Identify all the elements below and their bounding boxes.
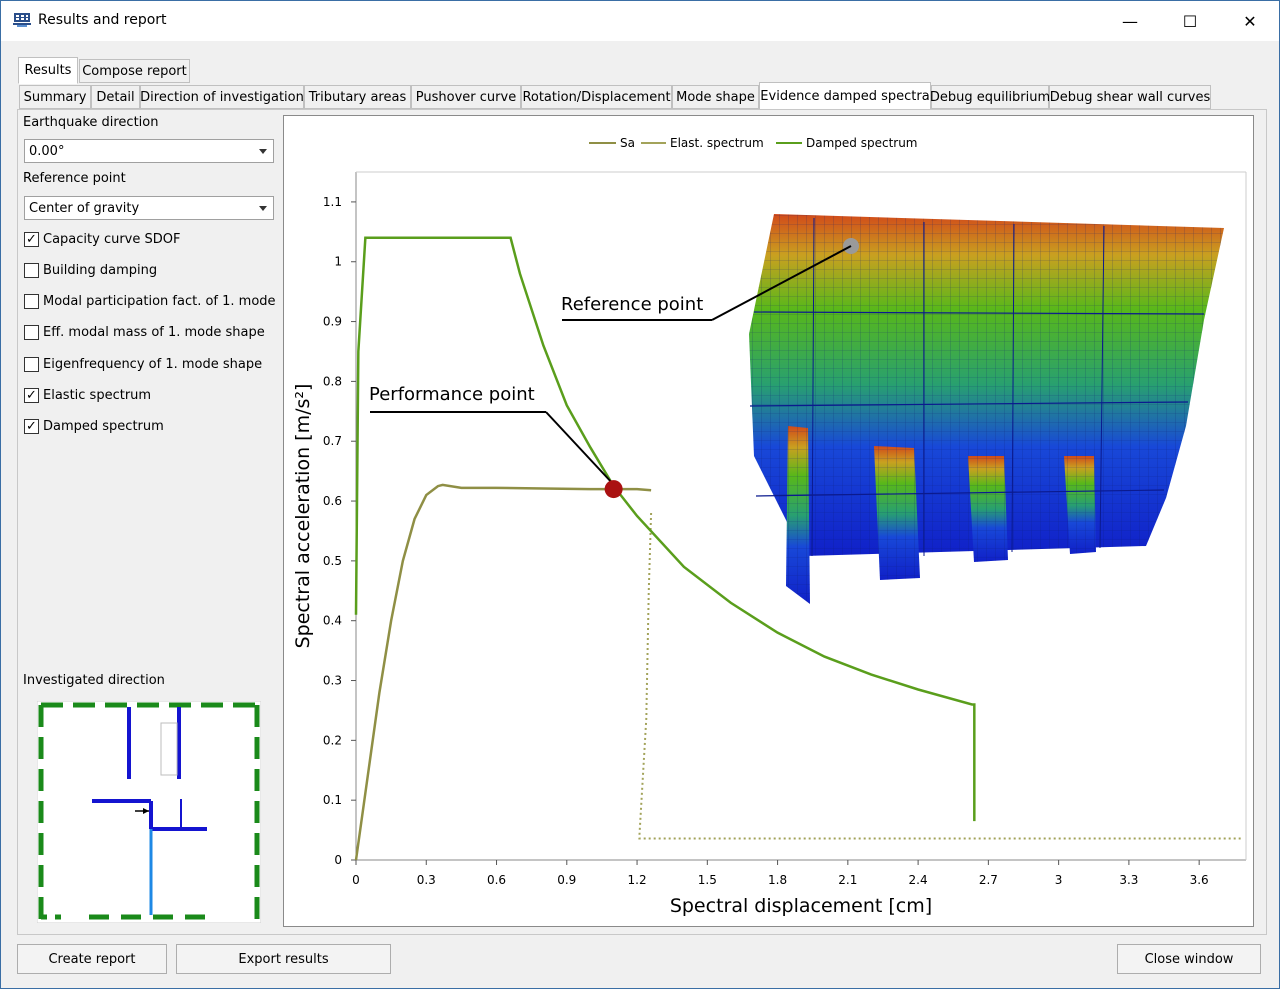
y-tick-label: 1.1 [323, 195, 342, 209]
export-results-button[interactable]: Export results [176, 944, 391, 974]
x-tick-label: 2.4 [909, 873, 928, 887]
chevron-down-icon [259, 149, 267, 154]
checkbox-modal-participation[interactable]: Modal participation fact. of 1. mode [24, 291, 276, 311]
y-tick-label: 0.4 [323, 614, 342, 628]
checkbox-box[interactable] [24, 293, 39, 309]
tab-compose-report[interactable]: Compose report [79, 59, 190, 83]
checkbox-box[interactable]: ✓ [24, 387, 39, 403]
tab-debug-equilibrium[interactable]: Debug equilibrium [930, 85, 1050, 109]
reference-point-text: Reference point [561, 294, 703, 315]
x-tick-label: 0.6 [487, 873, 506, 887]
y-tick-label: 1 [334, 255, 342, 269]
x-tick-label: 0.9 [557, 873, 576, 887]
tab-results[interactable]: Results [18, 57, 78, 84]
y-tick-label: 0.5 [323, 554, 342, 568]
series-line-elast-spectrum [638, 512, 1242, 840]
maximize-button[interactable]: ☐ [1161, 1, 1219, 41]
y-tick-label: 0.9 [323, 315, 342, 329]
y-tick-label: 0.7 [323, 434, 342, 448]
checkbox-eigenfrequency[interactable]: Eigenfrequency of 1. mode shape [24, 354, 262, 374]
close-icon: ✕ [1243, 11, 1257, 31]
tab-mode-shape[interactable]: Mode shape [672, 85, 759, 109]
checkbox-box[interactable]: ✓ [24, 231, 39, 247]
y-tick-label: 0 [334, 853, 342, 867]
legend-label-damped: Damped spectrum [806, 136, 918, 150]
x-axis-title: Spectral displacement [cm] [670, 895, 932, 917]
checkbox-building-damping[interactable]: Building damping [24, 260, 157, 280]
chart-legend: Sa Elast. spectrum Damped spectrum [589, 136, 918, 150]
x-tick-label: 1.5 [698, 873, 717, 887]
performance-point-text: Performance point [369, 384, 535, 405]
building-3d-render [749, 214, 1224, 604]
x-tick-label: 1.2 [628, 873, 647, 887]
performance-point-annotation: Performance point [369, 384, 615, 486]
x-tick-label: 2.7 [979, 873, 998, 887]
tab-summary[interactable]: Summary [19, 85, 91, 109]
close-window-button[interactable]: Close window [1117, 944, 1261, 974]
earthquake-direction-label: Earthquake direction [23, 115, 159, 130]
tab-direction-of-investigation[interactable]: Direction of investigation [140, 85, 304, 109]
x-tick-label: 2.1 [838, 873, 857, 887]
legend-label-elastic: Elast. spectrum [670, 136, 764, 150]
reference-point-annotation: Reference point [561, 245, 852, 321]
y-tick-label: 0.8 [323, 374, 342, 388]
earthquake-direction-select[interactable]: 0.00° [24, 139, 274, 163]
investigated-direction-plan [37, 701, 261, 923]
x-tick-label: 3.6 [1190, 873, 1209, 887]
x-tick-label: 0.3 [417, 873, 436, 887]
checkbox-eff-modal-mass[interactable]: Eff. modal mass of 1. mode shape [24, 322, 265, 342]
y-tick-label: 0.1 [323, 793, 342, 807]
reference-point-label: Reference point [23, 171, 126, 186]
tab-evidence-damped-spectra[interactable]: Evidence damped spectra [759, 82, 931, 110]
close-button[interactable]: ✕ [1221, 1, 1279, 41]
x-tick-label: 3.3 [1119, 873, 1138, 887]
y-tick-label: 0.6 [323, 494, 342, 508]
reference-point-select[interactable]: Center of gravity [24, 196, 274, 220]
investigated-direction-label: Investigated direction [23, 673, 165, 688]
minimize-button[interactable]: — [1101, 1, 1159, 41]
legend-label-sa: Sa [620, 136, 635, 150]
chevron-down-icon [259, 206, 267, 211]
minimize-icon: — [1122, 11, 1138, 31]
performance-point-marker [604, 480, 623, 499]
checkbox-box[interactable] [24, 356, 39, 372]
tab-rotation-displacement[interactable]: Rotation/Displacement [521, 85, 672, 109]
series-line-sa [354, 483, 652, 861]
tab-pushover-curve[interactable]: Pushover curve [411, 85, 521, 109]
y-axis-title: Spectral acceleration [m/s²] [292, 384, 314, 649]
tab-tributary-areas[interactable]: Tributary areas [304, 85, 411, 109]
x-tick-label: 1.8 [768, 873, 787, 887]
create-report-button[interactable]: Create report [17, 944, 167, 974]
checkbox-capacity-curve-sdof[interactable]: ✓ Capacity curve SDOF [24, 229, 180, 249]
checkbox-box[interactable]: ✓ [24, 418, 39, 434]
y-tick-label: 0.3 [323, 674, 342, 688]
checkbox-box[interactable] [24, 262, 39, 278]
maximize-icon: ☐ [1182, 11, 1198, 31]
chart-area: Sa Elast. spectrum Damped spectrum 0 0.1 0… [283, 115, 1254, 927]
checkbox-box[interactable] [24, 324, 39, 340]
app-icon [13, 13, 31, 27]
tab-debug-shear-wall-curves[interactable]: Debug shear wall curves [1049, 85, 1211, 109]
x-tick-label: 0 [352, 873, 360, 887]
y-tick-label: 0.2 [323, 733, 342, 747]
window-title: Results and report [38, 12, 167, 28]
tab-detail[interactable]: Detail [91, 85, 140, 109]
checkbox-elastic-spectrum[interactable]: ✓ Elastic spectrum [24, 385, 151, 405]
damped-spectra-chart: Sa Elast. spectrum Damped spectrum 0 0.1 0… [292, 136, 1247, 917]
x-tick-label: 3 [1055, 873, 1063, 887]
series-line-damped-spectrum [354, 236, 976, 822]
checkbox-damped-spectrum[interactable]: ✓ Damped spectrum [24, 416, 164, 436]
title-bar: Results and report — ☐ ✕ [1, 1, 1279, 41]
